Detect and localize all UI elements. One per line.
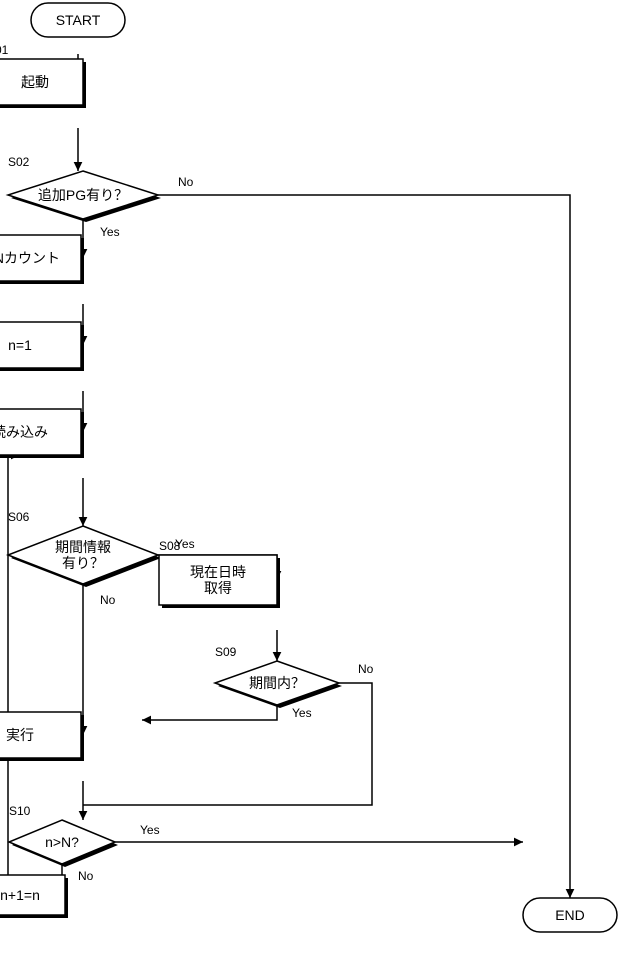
edge-label-10: Yes: [292, 706, 312, 720]
decision-s02: 追加PG有り？ S02: [8, 155, 161, 222]
edge-7: No: [79, 584, 116, 735]
s04-label: n=1: [8, 337, 32, 353]
s09-label: 期間内？: [249, 675, 305, 691]
edge-12: [79, 781, 88, 820]
tag-s01: S01: [0, 43, 9, 57]
edge-label-13: Yes: [140, 823, 160, 837]
edge-1: [74, 128, 83, 171]
terminator-start: START: [31, 3, 125, 37]
process-s11: n+1=nS11: [0, 859, 68, 918]
edge-3: No: [158, 175, 574, 898]
process-s08: 現在日時取得 S08: [159, 539, 280, 608]
s02-label: 追加PG有り？: [38, 187, 128, 203]
process-s04: n=1S04: [0, 306, 84, 371]
edge-6: [79, 478, 88, 526]
s08-label: 取得: [204, 580, 232, 596]
start-label: START: [56, 12, 101, 28]
terminator-end: END: [523, 898, 617, 932]
edge-label-2: Yes: [100, 225, 120, 239]
s05-label: 読み込み: [0, 424, 48, 440]
s08-label: 現在日時: [190, 564, 246, 580]
tag-s08: S08: [159, 539, 181, 553]
process-s07: 実行S07: [0, 696, 84, 761]
s01-label: 起動: [21, 74, 49, 90]
s06-label: 期間情報: [55, 539, 111, 555]
tag-s02: S02: [8, 155, 30, 169]
process-s03: 数NカウントS03: [0, 219, 84, 284]
s07-label: 実行: [6, 727, 34, 743]
edge-label-11: No: [358, 662, 374, 676]
tag-s06: S06: [8, 510, 30, 524]
edge-label-3: No: [178, 175, 194, 189]
decision-s10: n>N? S10: [9, 804, 118, 867]
edge-label-7: No: [100, 593, 116, 607]
s06-label: 有り？: [62, 555, 104, 571]
tag-s09: S09: [215, 645, 237, 659]
process-s01: 起動 S01: [0, 43, 86, 108]
s10-label: n>N?: [45, 834, 79, 850]
tag-s10: S10: [9, 804, 31, 818]
end-label: END: [555, 907, 585, 923]
process-s05: 読み込みS05: [0, 393, 84, 458]
s11-label: n+1=n: [0, 887, 40, 903]
edge-13: Yes: [115, 823, 523, 846]
edge-label-14: No: [78, 869, 94, 883]
edge-2: Yes: [79, 219, 120, 258]
s03-label: 数Nカウント: [0, 250, 60, 266]
edge-10: Yes: [142, 705, 312, 724]
edge-9: [273, 630, 282, 661]
